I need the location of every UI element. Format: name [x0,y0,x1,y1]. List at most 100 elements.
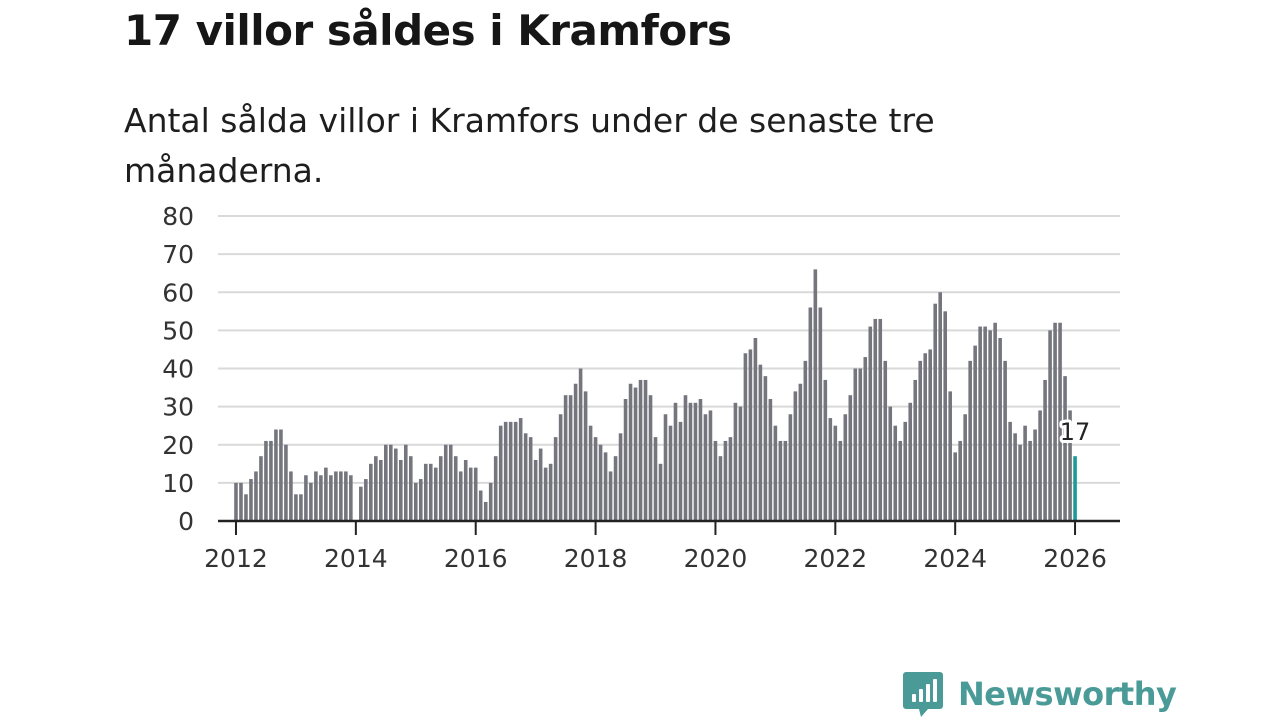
bar [423,463,428,521]
bar [633,387,638,521]
bar [473,467,478,521]
bar [748,349,753,521]
bar [883,360,888,521]
bar [1013,433,1017,521]
bar [713,440,718,521]
y-tick-label: 70 [162,240,194,269]
bar [553,437,558,521]
bar [703,414,708,521]
bar [928,349,933,521]
bar [728,437,733,521]
bar [593,437,598,521]
bar [723,440,728,521]
bar [244,494,248,521]
bar [249,479,253,521]
bar [598,444,603,521]
bar [1048,330,1052,521]
x-tick-label: 2014 [324,544,388,573]
bar [239,482,243,521]
bar [513,421,518,521]
y-tick-label: 0 [178,507,194,536]
bar [369,463,373,521]
bar [558,414,563,521]
bar [488,482,493,521]
bar [758,364,763,521]
bar [963,414,967,521]
bar [254,471,258,521]
bar [344,471,348,521]
bar [623,399,628,521]
bar [833,425,838,521]
bar [768,399,773,521]
highlighted-bar [1073,456,1077,521]
bar [1023,425,1027,521]
bar [1033,429,1037,521]
bar [314,471,318,521]
chart-title: 17 villor såldes i Kramfors [124,6,732,55]
bar [678,421,683,521]
bar [823,379,828,521]
bar [953,452,957,521]
bar [463,460,468,521]
bar [688,402,693,521]
bar [913,379,918,521]
bar [339,471,343,521]
bar [349,475,353,521]
bar [628,383,633,521]
y-tick-label: 80 [162,202,194,231]
bar [793,391,798,521]
newsworthy-brand-name: Newsworthy [958,675,1177,713]
bar [608,471,613,521]
bar [693,402,698,521]
bar [329,475,333,521]
y-tick-label: 10 [162,469,194,498]
x-tick-label: 2018 [564,544,628,573]
bar [708,410,713,521]
y-tick-label: 60 [162,278,194,307]
bar [304,475,308,521]
bar [888,406,893,521]
bar [603,452,608,521]
bar [528,437,533,521]
bar [938,292,942,521]
bar [873,318,878,521]
bar [818,307,823,521]
bar [993,322,997,521]
bar [843,414,848,521]
bar [798,383,803,521]
bar [583,391,588,521]
highlight-value-label: 17 [1060,418,1091,446]
bar [618,433,623,521]
chart-subtitle: Antal sålda villor i Kramfors under de s… [124,101,935,190]
newsworthy-logo-icon [903,672,943,717]
bar [848,395,853,521]
bar [733,402,738,521]
bar [863,357,868,521]
bar [284,444,288,521]
bar [648,395,653,521]
bar [638,379,643,521]
bar [958,440,962,521]
bar [1053,322,1057,521]
newsworthy-logo: Newsworthy [902,670,1177,718]
bar [433,467,438,521]
bar [428,463,433,521]
bar [948,391,952,521]
bar [658,463,663,521]
bar [893,425,898,521]
bar [289,471,293,521]
bar [808,307,813,521]
bar [753,338,758,521]
bar [548,463,553,521]
bar [983,326,987,521]
bar [853,368,858,521]
bar [389,444,393,521]
bar [324,467,328,521]
bar [453,456,458,521]
bar [973,345,977,521]
bar [294,494,298,521]
bar [394,448,398,521]
bar [763,376,768,521]
bar [543,467,548,521]
